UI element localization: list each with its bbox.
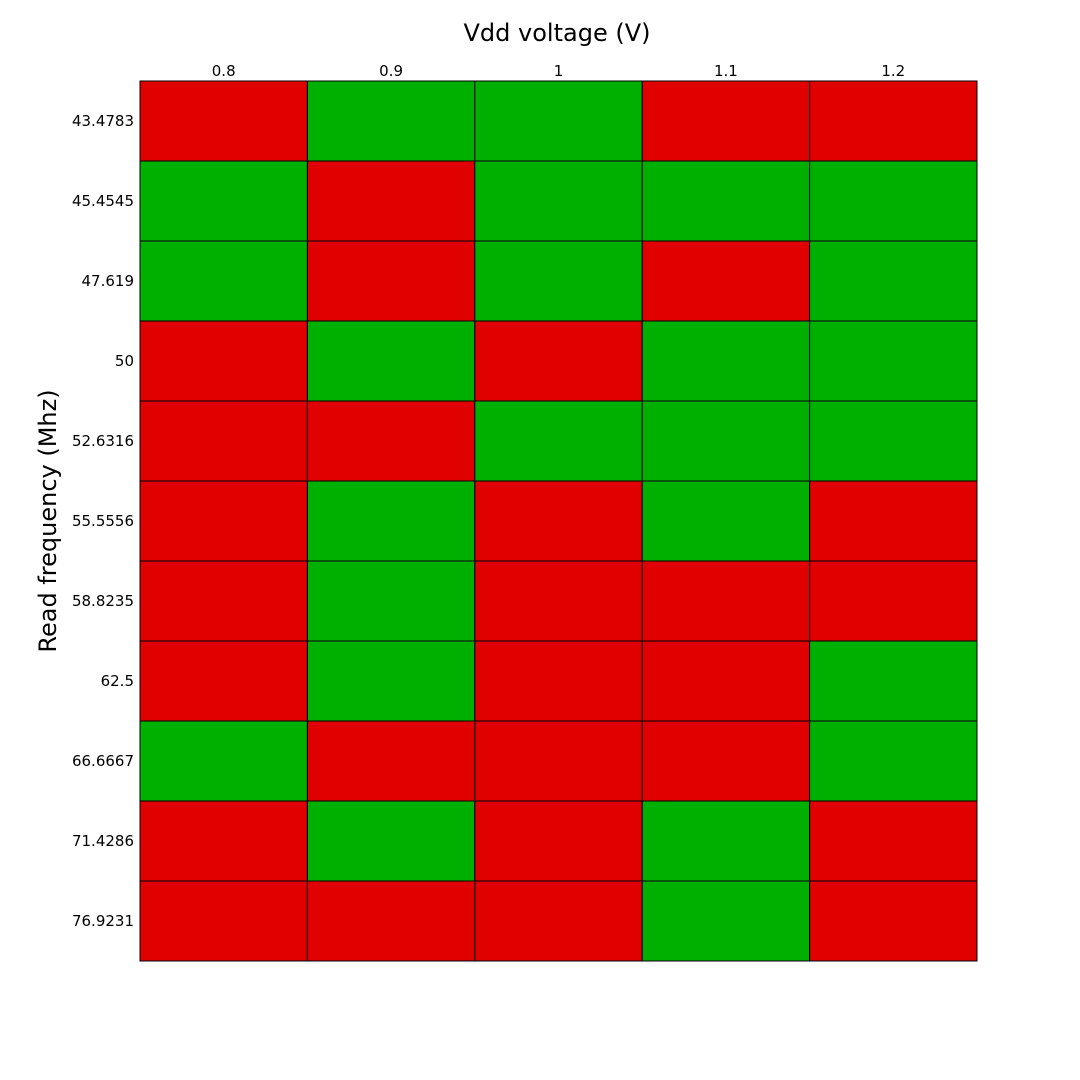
heatmap-cell [474,160,643,242]
heatmap-cell [809,720,978,802]
heatmap-cell [139,720,308,802]
heatmap-cell [641,160,811,242]
heatmap-cell [306,400,476,482]
heatmap-cell [306,80,476,162]
heatmap-cell [474,640,643,722]
x-axis-title: Vdd voltage (V) [464,19,651,47]
heatmap-cell [306,480,476,562]
heatmap-cell [306,640,476,722]
heatmap-cell [139,480,308,562]
x-tick-label: 0.8 [212,62,236,80]
heatmap-cell [139,560,308,642]
heatmap-cell [139,400,308,482]
heatmap-cell [306,160,476,242]
y-tick-label: 55.5556 [72,512,134,530]
heatmap-cell [474,560,643,642]
heatmap-cell [641,560,811,642]
heatmap-cell [474,80,643,162]
heatmap-cell [139,640,308,722]
heatmap-cell [474,800,643,882]
heatmap-cell [139,160,308,242]
heatmap-cell [809,640,978,722]
x-tick-label: 1.2 [881,62,905,80]
y-tick-label: 50 [115,352,134,370]
heatmap-cell [641,320,811,402]
heatmap-cell [474,400,643,482]
heatmap-cell [306,320,476,402]
x-tick-labels: 0.8 0.9 1 1.1 1.2 [212,62,905,80]
heatmap-cell [306,240,476,322]
heatmap-cell [139,800,308,882]
heatmap-cell [809,80,978,162]
heatmap-cell [641,400,811,482]
heatmap-cell [809,400,978,482]
heatmap-cell [474,720,643,802]
heatmap-cell [474,480,643,562]
heatmap-cell [306,800,476,882]
heatmap-cell [306,560,476,642]
y-tick-label: 52.6316 [72,432,134,450]
y-tick-label: 47.619 [82,272,135,290]
y-tick-label: 62.5 [101,672,134,690]
y-tick-label: 66.6667 [72,752,134,770]
heatmap-cell [641,720,811,802]
heatmap-cell [474,320,643,402]
heatmap-cell [306,880,476,962]
heatmap-cell [474,880,643,962]
heatmap-cell [809,560,978,642]
y-tick-label: 76.9231 [72,912,134,930]
heatmap-cell [139,880,308,962]
y-tick-label: 45.4545 [72,192,134,210]
heatmap-cell [641,480,811,562]
heatmap-cell [139,320,308,402]
heatmap-cell [641,240,811,322]
heatmap-cell [474,240,643,322]
heatmap-cell [809,320,978,402]
y-tick-labels: 43.4783 45.4545 47.619 50 52.6316 55.5556 58.8… [72,112,134,930]
heatmap-cell [641,880,811,962]
x-tick-label: 1 [554,62,564,80]
heatmap-cell [139,80,308,162]
x-tick-label: 0.9 [379,62,403,80]
heatmap-cell [139,240,308,322]
x-tick-label: 1.1 [714,62,738,80]
y-tick-label: 58.8235 [72,592,134,610]
y-axis-title: Read frequency (Mhz) [34,389,62,652]
y-tick-label: 43.4783 [72,112,134,130]
heatmap-cell [809,240,978,322]
heatmap-cell [641,640,811,722]
heatmap-cell [641,80,811,162]
heatmap-cell [809,480,978,562]
heatmap-cells [139,80,978,962]
heatmap-cell [809,880,978,962]
y-tick-label: 71.4286 [72,832,134,850]
heatmap-cell [641,800,811,882]
heatmap-cell [809,800,978,882]
heatmap-cell [306,720,476,802]
heatmap-cell [809,160,978,242]
